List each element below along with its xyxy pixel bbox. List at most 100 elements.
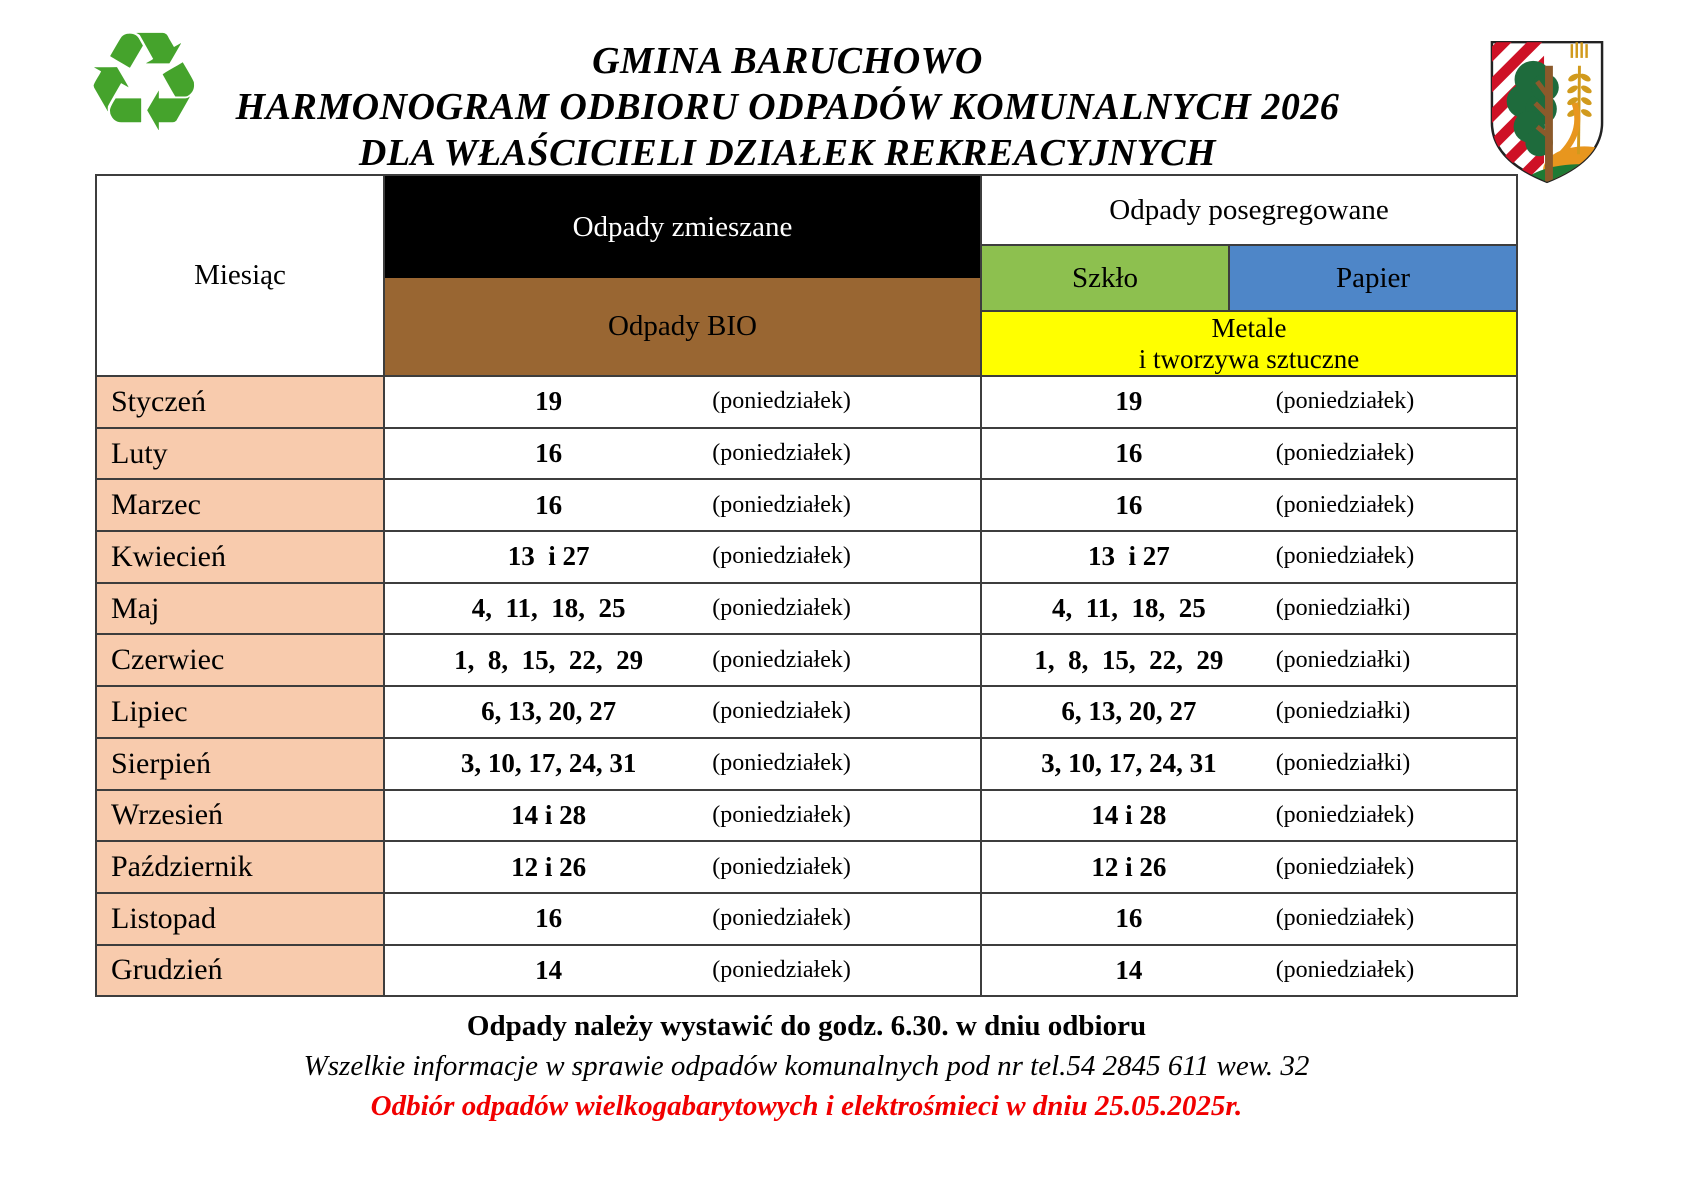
header-month: Miesiąc: [97, 176, 385, 375]
mixed-dates: 16: [535, 438, 563, 469]
month-cell: Grudzień: [97, 945, 385, 996]
mixed-dates: 14 i 28: [511, 799, 587, 830]
mixed-dates: 1, 8, 15, 22, 29: [454, 644, 644, 675]
month-cell: Marzec: [97, 480, 385, 531]
mixed-weekday: (poniedziałek): [712, 956, 851, 983]
segregated-dates: 3, 10, 17, 24, 31: [1041, 748, 1217, 779]
mixed-dates: 13 i 27: [507, 541, 590, 572]
table-row: Marzec 16 (poniedziałek) 16 (poniedziałe…: [97, 478, 1516, 531]
mixed-dates-cell: 16 (poniedziałek): [385, 893, 982, 944]
mixed-weekday: (poniedziałek): [712, 646, 851, 673]
note-bulky-waste-date: Odbiór odpadów wielkogabarytowych i elek…: [370, 1090, 1243, 1122]
baruchowo-coat-of-arms-icon: [1488, 38, 1606, 191]
header-segregated-group: Odpady posegregowane Szkło Papier Metale…: [982, 176, 1516, 375]
segregated-dates: 16: [1115, 489, 1143, 520]
mixed-dates: 6, 13, 20, 27: [481, 696, 617, 727]
segregated-dates: 19: [1115, 386, 1143, 417]
header-mixed-bio-group: Odpady zmieszane Odpady BIO: [385, 176, 982, 375]
table-row: Styczeń 19 (poniedziałek) 19 (poniedział…: [97, 375, 1516, 427]
mixed-dates: 19: [535, 386, 563, 417]
segregated-weekday: (poniedziałki): [1275, 698, 1411, 725]
segregated-dates-cell: 12 i 26 (poniedziałek): [982, 842, 1516, 892]
mixed-dates-cell: 14 i 28 (poniedziałek): [385, 790, 982, 841]
header-glass: Szkło: [982, 246, 1230, 310]
page-title: GMINA BARUCHOWO HARMONOGRAM ODBIORU ODPA…: [160, 38, 1415, 176]
segregated-dates: 14 i 28: [1091, 799, 1167, 830]
month-cell: Lipiec: [97, 687, 385, 737]
recycling-icon: ♻: [82, 2, 206, 163]
mixed-dates: 16: [535, 489, 563, 520]
mixed-dates-cell: 19 (poniedziałek): [385, 377, 982, 427]
table-row: Czerwiec 1, 8, 15, 22, 29 (poniedziałek)…: [97, 633, 1516, 686]
table-row: Luty 16 (poniedziałek) 16 (poniedziałek): [97, 426, 1516, 479]
table-row: Lipiec 6, 13, 20, 27 (poniedziałek) 6, 1…: [97, 685, 1516, 737]
month-cell: Czerwiec: [97, 635, 385, 686]
segregated-dates: 4, 11, 18, 25: [1051, 593, 1206, 624]
segregated-weekday: (poniedziałek): [1275, 543, 1415, 570]
mixed-weekday: (poniedziałek): [712, 543, 851, 570]
month-cell: Październik: [97, 842, 385, 892]
mixed-weekday: (poniedziałek): [712, 750, 851, 777]
segregated-dates: 13 i 27: [1087, 541, 1170, 572]
segregated-dates-cell: 14 (poniedziałek): [982, 945, 1516, 996]
table-row: Kwiecień 13 i 27 (poniedziałek) 13 i 27 …: [97, 530, 1516, 582]
header-bio-waste: Odpady BIO: [385, 278, 980, 375]
schedule-table: Miesiąc Odpady zmieszane Odpady BIO Odpa…: [95, 174, 1518, 998]
table-row: Maj 4, 11, 18, 25 (poniedziałek) 4, 11, …: [97, 581, 1516, 634]
month-cell: Styczeń: [97, 377, 385, 427]
segregated-dates-cell: 16 (poniedziałek): [982, 428, 1516, 479]
table-row: Grudzień 14 (poniedziałek) 14 (poniedzia…: [97, 943, 1516, 996]
mixed-weekday: (poniedziałek): [712, 440, 851, 467]
month-cell: Maj: [97, 583, 385, 634]
mixed-dates: 3, 10, 17, 24, 31: [460, 748, 637, 779]
mixed-dates-cell: 4, 11, 18, 25 (poniedziałek): [385, 583, 982, 634]
header-segregated: Odpady posegregowane: [982, 176, 1516, 244]
mixed-weekday: (poniedziałek): [712, 388, 851, 415]
mixed-dates: 16: [535, 903, 563, 934]
month-cell: Kwiecień: [97, 532, 385, 582]
mixed-weekday: (poniedziałek): [712, 905, 851, 932]
table-body: Styczeń 19 (poniedziałek) 19 (poniedział…: [97, 375, 1516, 996]
mixed-weekday: (poniedziałek): [712, 698, 851, 725]
header-metals-plastics: Metale i tworzywa sztuczne: [982, 310, 1516, 375]
table-row: Sierpień 3, 10, 17, 24, 31 (poniedziałek…: [97, 736, 1516, 789]
segregated-dates-cell: 16 (poniedziałek): [982, 480, 1516, 531]
mixed-dates-cell: 16 (poniedziałek): [385, 428, 982, 479]
mixed-dates: 12 i 26: [511, 851, 587, 882]
header-metals-line1: Metale: [1211, 312, 1287, 343]
mixed-dates-cell: 14 (poniedziałek): [385, 945, 982, 996]
title-line-1: GMINA BARUCHOWO: [592, 40, 983, 82]
header-metals-line2: i tworzywa sztuczne: [1138, 343, 1360, 374]
table-row: Październik 12 i 26 (poniedziałek) 12 i …: [97, 840, 1516, 892]
mixed-weekday: (poniedziałek): [712, 491, 851, 518]
note-put-out-time: Odpady należy wystawić do godz. 6.30. w …: [466, 1010, 1147, 1042]
segregated-weekday: (poniedziałek): [1275, 440, 1415, 467]
month-cell: Sierpień: [97, 738, 385, 789]
mixed-dates-cell: 3, 10, 17, 24, 31 (poniedziałek): [385, 738, 982, 789]
segregated-weekday: (poniedziałki): [1275, 646, 1411, 673]
segregated-weekday: (poniedziałek): [1275, 956, 1415, 983]
segregated-dates-cell: 14 i 28 (poniedziałek): [982, 790, 1516, 841]
mixed-dates-cell: 6, 13, 20, 27 (poniedziałek): [385, 687, 982, 737]
segregated-dates-cell: 6, 13, 20, 27 (poniedziałki): [982, 687, 1516, 737]
crest-shield: [1490, 40, 1604, 184]
segregated-dates: 14: [1115, 954, 1143, 985]
month-cell: Wrzesień: [97, 790, 385, 841]
segregated-dates-cell: 4, 11, 18, 25 (poniedziałki): [982, 583, 1516, 634]
header-glass-paper-row: Szkło Papier: [982, 244, 1516, 310]
mixed-dates-cell: 1, 8, 15, 22, 29 (poniedziałek): [385, 635, 982, 686]
segregated-weekday: (poniedziałek): [1275, 905, 1415, 932]
segregated-dates: 1, 8, 15, 22, 29: [1034, 644, 1224, 675]
title-line-2: HARMONOGRAM ODBIORU ODPADÓW KOMUNALNYCH …: [235, 86, 1340, 128]
month-cell: Luty: [97, 428, 385, 479]
segregated-dates-cell: 3, 10, 17, 24, 31 (poniedziałki): [982, 738, 1516, 789]
header-mixed-waste: Odpady zmieszane: [385, 176, 980, 278]
note-contact-phone: Wszelkie informacje w sprawie odpadów ko…: [303, 1050, 1310, 1082]
table-header: Miesiąc Odpady zmieszane Odpady BIO Odpa…: [97, 176, 1516, 375]
segregated-dates-cell: 1, 8, 15, 22, 29 (poniedziałki): [982, 635, 1516, 686]
header-paper: Papier: [1230, 246, 1516, 310]
segregated-dates: 6, 13, 20, 27: [1061, 696, 1197, 727]
segregated-dates: 16: [1115, 438, 1143, 469]
mixed-weekday: (poniedziałek): [712, 801, 851, 828]
segregated-weekday: (poniedziałki): [1275, 595, 1411, 622]
